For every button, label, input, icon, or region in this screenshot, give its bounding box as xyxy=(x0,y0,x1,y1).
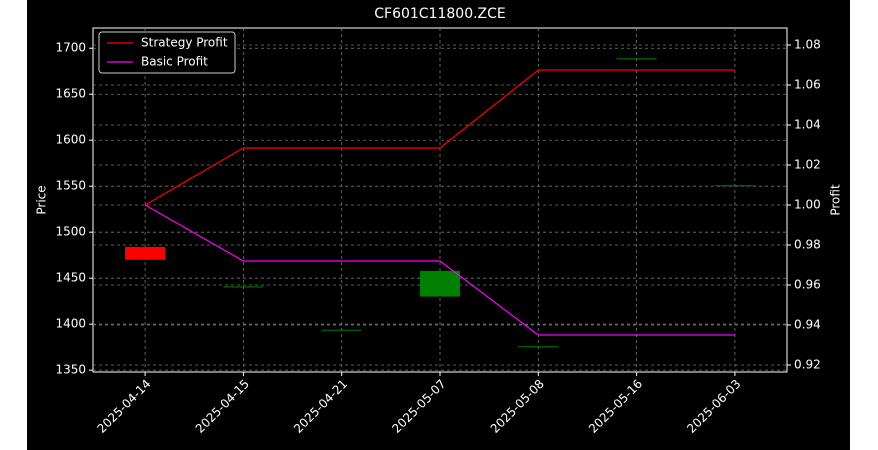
profit-line xyxy=(144,69,735,206)
candle-body xyxy=(321,329,362,331)
candle-body xyxy=(223,286,264,288)
y2-tick-label: 0.96 xyxy=(794,278,821,292)
y2-axis-label: Profit xyxy=(829,184,843,216)
y2-tick-label: 0.98 xyxy=(794,238,821,252)
y-tick-label: 1650 xyxy=(55,87,86,101)
candle-body xyxy=(420,270,460,297)
candle-body xyxy=(714,185,755,187)
y-tick-label: 1700 xyxy=(55,41,86,55)
background xyxy=(27,0,850,450)
y-tick-label: 1450 xyxy=(55,271,86,285)
legend-label: Strategy Profit xyxy=(141,36,228,50)
y-tick-label: 1400 xyxy=(55,317,86,331)
candle-body xyxy=(125,246,166,260)
y2-tick-label: 1.00 xyxy=(794,198,821,212)
y-tick-label: 1500 xyxy=(55,225,86,239)
y2-tick-label: 1.04 xyxy=(794,118,821,132)
candle-body xyxy=(616,58,657,60)
y-tick-label: 1350 xyxy=(55,363,86,377)
y2-tick-label: 1.02 xyxy=(794,158,821,172)
y-tick-label: 1600 xyxy=(55,133,86,147)
profit-line xyxy=(144,204,735,336)
y2-tick-label: 0.94 xyxy=(794,318,821,332)
y2-tick-label: 0.92 xyxy=(794,358,821,372)
chart-title: CF601C11800.ZCE xyxy=(374,6,506,22)
y-tick-label: 1550 xyxy=(55,179,86,193)
legend-label: Basic Profit xyxy=(141,55,208,69)
legend-box xyxy=(98,31,236,74)
y2-tick-label: 1.06 xyxy=(794,78,821,92)
y-axis-label: Price xyxy=(35,185,49,214)
candle-body xyxy=(518,346,559,348)
y2-tick-label: 1.08 xyxy=(794,38,821,52)
